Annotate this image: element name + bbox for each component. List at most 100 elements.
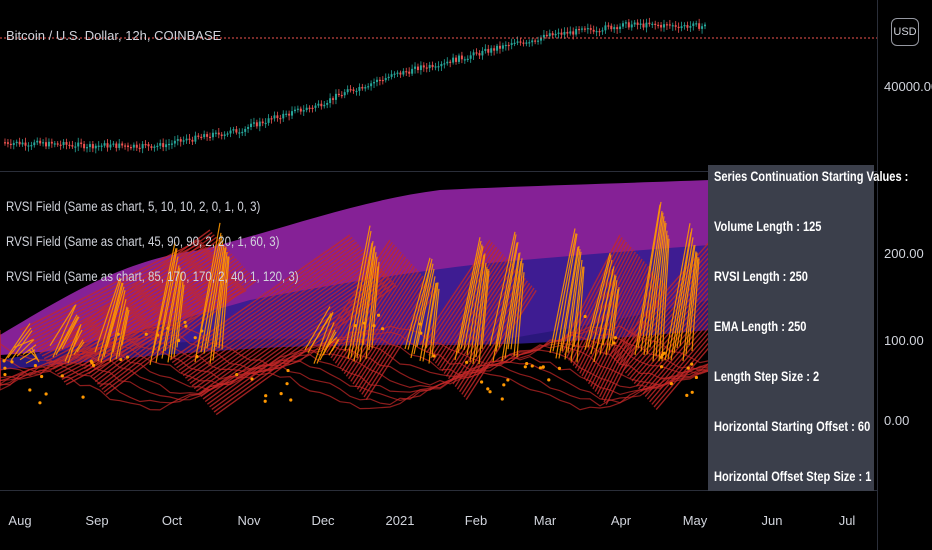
field-stroke-red bbox=[592, 270, 654, 390]
candle bbox=[686, 25, 689, 28]
symbol-title[interactable]: Bitcoin / U.S. Dollar, 12h, COINBASE bbox=[6, 28, 222, 43]
candle bbox=[276, 115, 279, 119]
candle bbox=[214, 132, 217, 134]
candle bbox=[484, 48, 487, 51]
candle bbox=[689, 26, 692, 28]
field-stroke-orange bbox=[304, 306, 331, 351]
field-stroke-orange bbox=[602, 275, 617, 346]
candle bbox=[542, 34, 545, 38]
field-stroke-orange bbox=[469, 253, 486, 363]
field-stroke-orange bbox=[516, 272, 525, 358]
field-stroke-orange bbox=[608, 289, 619, 351]
price-axis[interactable] bbox=[877, 0, 932, 550]
candle bbox=[539, 37, 542, 41]
candle bbox=[701, 26, 704, 29]
indicator-legend[interactable]: RVSI Field (Same as chart, 45, 90, 90, 2… bbox=[6, 234, 280, 249]
field-stroke-orange bbox=[410, 258, 433, 359]
candle bbox=[302, 110, 305, 112]
field-stroke-orange bbox=[200, 235, 223, 353]
candle bbox=[247, 127, 250, 129]
field-stroke-orange bbox=[407, 262, 432, 350]
candle bbox=[170, 143, 173, 145]
candle bbox=[206, 134, 209, 137]
candle bbox=[6, 142, 9, 144]
field-stroke-orange bbox=[584, 253, 611, 350]
field-dot-orange bbox=[3, 372, 7, 377]
field-stroke-red bbox=[195, 263, 377, 392]
field-stroke-orange bbox=[688, 256, 699, 346]
candle bbox=[399, 72, 402, 75]
field-stroke-orange bbox=[478, 268, 489, 365]
field-stroke-orange bbox=[481, 270, 490, 349]
candle bbox=[493, 48, 496, 51]
field-stroke-orange bbox=[319, 329, 336, 361]
field-dot-orange bbox=[40, 374, 44, 379]
candle bbox=[182, 140, 185, 142]
indicator-tick: 0.00 bbox=[884, 413, 910, 428]
candle bbox=[238, 132, 241, 134]
field-stroke-orange bbox=[13, 339, 34, 348]
field-dot-orange bbox=[156, 333, 160, 337]
field-stroke-orange bbox=[466, 254, 485, 356]
field-stroke-orange bbox=[498, 242, 519, 348]
candle bbox=[138, 147, 141, 149]
field-stroke-orange bbox=[587, 254, 612, 348]
field-stroke-orange bbox=[58, 316, 79, 351]
field-stroke-orange bbox=[634, 204, 661, 356]
field-stroke-orange bbox=[347, 230, 372, 359]
field-dot-orange bbox=[486, 387, 490, 391]
field-dot-orange bbox=[612, 341, 616, 345]
field-dot-orange bbox=[465, 360, 469, 364]
field-stroke-orange bbox=[365, 256, 378, 360]
field-stroke-orange bbox=[206, 245, 225, 349]
candle bbox=[156, 145, 159, 147]
candle bbox=[393, 73, 396, 75]
field-dot-orange bbox=[613, 336, 618, 340]
field-stroke-orange bbox=[16, 339, 35, 357]
field-stroke-red bbox=[184, 251, 366, 379]
field-stroke-orange bbox=[682, 251, 697, 362]
candle bbox=[545, 34, 548, 37]
field-stroke-orange bbox=[94, 277, 121, 353]
indicator-legend[interactable]: RVSI Field (Same as chart, 85, 170, 170,… bbox=[6, 269, 299, 284]
candle bbox=[293, 109, 296, 112]
candle bbox=[211, 132, 214, 138]
candle bbox=[115, 143, 118, 148]
candle bbox=[563, 31, 566, 35]
field-dot-orange bbox=[38, 401, 42, 405]
candle bbox=[665, 24, 668, 26]
candle bbox=[463, 59, 466, 61]
field-dot-orange bbox=[354, 324, 358, 328]
candle bbox=[548, 33, 551, 37]
field-stroke-orange bbox=[97, 278, 122, 361]
field-stroke-red bbox=[579, 256, 641, 374]
field-dot-orange bbox=[286, 368, 290, 373]
candle bbox=[337, 93, 340, 96]
field-stroke-red bbox=[19, 239, 201, 331]
candle bbox=[355, 90, 358, 93]
field-stroke-orange bbox=[70, 329, 83, 353]
field-stroke-red bbox=[426, 246, 498, 354]
candle bbox=[42, 142, 45, 144]
candle bbox=[443, 63, 446, 65]
field-stroke-orange bbox=[197, 232, 222, 348]
candle bbox=[270, 118, 273, 120]
pane-divider[interactable] bbox=[0, 171, 877, 172]
candle bbox=[704, 24, 706, 27]
candle bbox=[340, 94, 343, 97]
field-stroke-red bbox=[59, 229, 211, 341]
indicator-legend[interactable]: RVSI Field (Same as chart, 5, 10, 10, 2,… bbox=[6, 199, 261, 214]
field-dot-orange bbox=[690, 390, 694, 394]
field-dot-orange bbox=[2, 359, 6, 363]
candle bbox=[580, 28, 583, 30]
field-dot-orange bbox=[432, 354, 436, 358]
currency-button[interactable]: USD bbox=[891, 18, 919, 46]
candle bbox=[455, 57, 458, 62]
field-stroke-orange bbox=[170, 272, 183, 360]
candle bbox=[621, 23, 624, 27]
candle bbox=[651, 23, 654, 25]
field-stroke-orange bbox=[664, 223, 691, 361]
candle bbox=[83, 143, 86, 149]
time-tick: Mar bbox=[533, 513, 557, 528]
candle bbox=[121, 143, 124, 146]
